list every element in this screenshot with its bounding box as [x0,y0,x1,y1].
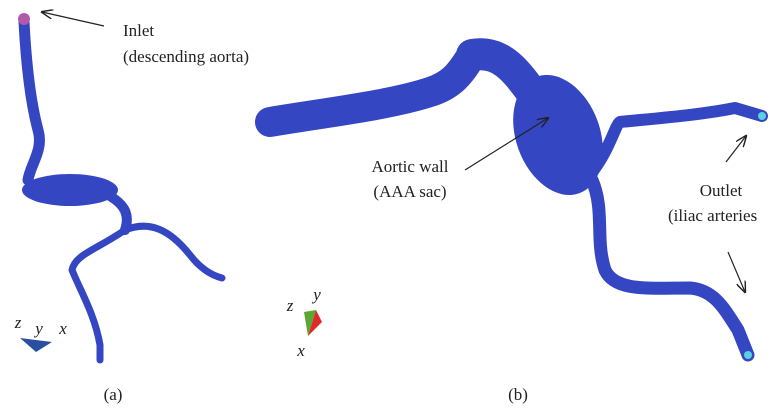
axis-label: z [14,313,22,332]
vessel-branch [68,228,126,364]
vessel-branch [584,102,768,181]
axis-triad [308,310,322,336]
annotation: Inlet [123,21,154,40]
axis-triad [304,310,316,336]
outlet-cap [744,351,752,359]
outlet-cap [758,112,766,120]
vessel-branch [121,222,226,282]
caption: (b) [508,385,528,404]
inlet-cap [18,13,30,25]
vessel [255,40,487,137]
annotation: Aortic wall [372,157,449,176]
arrow [727,251,745,292]
annotation: Outlet [700,181,743,200]
vessel-branch [585,173,755,362]
vessel [105,191,132,235]
arrow [725,136,746,163]
panel-a: Inlet (descending aorta) z y x (a) [14,12,249,404]
aneurysm-sac [513,74,603,196]
axis-triad [20,338,52,352]
aneurysm [22,174,118,206]
axis-label: y [33,319,43,338]
vessel [456,38,546,106]
axis-label: y [311,285,321,304]
axis-label: x [58,319,67,338]
annotation: (iliac arteries [668,206,757,225]
annotation: (descending aorta) [123,47,249,66]
vessel [18,16,45,186]
arrow [42,12,105,27]
axis-label: z [286,296,294,315]
arrow [464,118,548,171]
caption: (a) [104,385,123,404]
panel-b: Aortic wall (AAA sac) Outlet (iliac arte… [255,38,768,404]
axis-label: x [296,341,305,360]
annotation: (AAA sac) [373,182,446,201]
